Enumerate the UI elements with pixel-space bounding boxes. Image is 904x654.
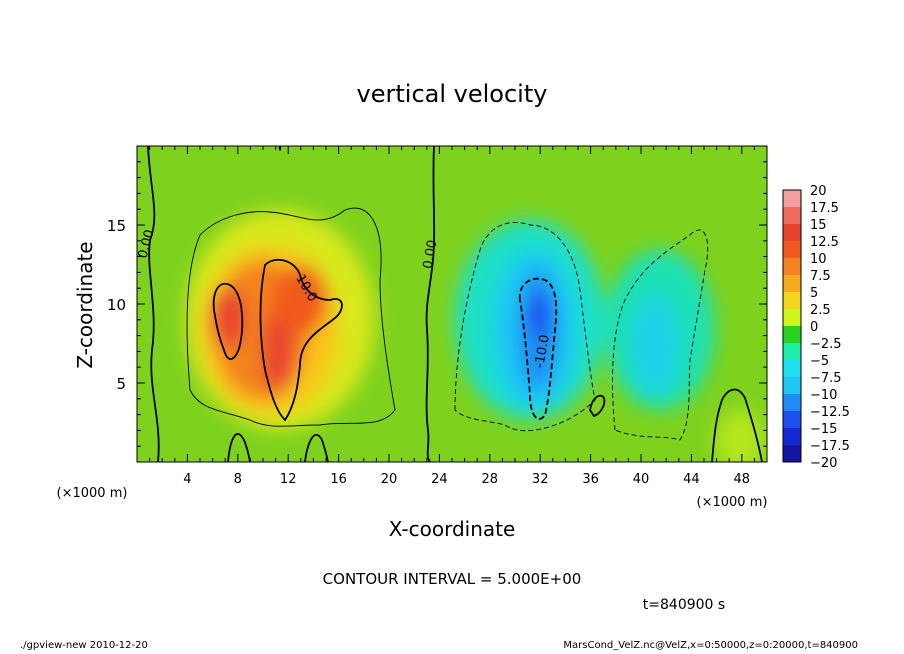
footer-left: ./gpview-new 2010-12-20 bbox=[20, 640, 148, 651]
x-tick-label: 16 bbox=[330, 472, 347, 487]
y-axis-label: Z-coordinate bbox=[73, 241, 97, 368]
x-tick-label: 28 bbox=[482, 472, 499, 487]
x-tick-label: 48 bbox=[734, 472, 751, 487]
y-tick-label: 10 bbox=[107, 296, 126, 314]
contour-10-updraft-left bbox=[212, 282, 244, 360]
time-label: t=840900 s bbox=[643, 597, 725, 613]
colorbar-swatch bbox=[783, 190, 801, 208]
colorbar-level-label: 17.5 bbox=[810, 201, 839, 216]
zero-contour-left bbox=[147, 146, 160, 462]
x-tick-label: 36 bbox=[582, 472, 599, 487]
footer-right: MarsCond_VelZ.nc@VelZ,x=0:50000,z=0:2000… bbox=[563, 640, 858, 651]
contour-negative-5-right bbox=[612, 229, 709, 441]
x-tick-label: 32 bbox=[532, 472, 549, 487]
colorbar-swatch bbox=[783, 360, 801, 378]
colorbar-level-label: 7.5 bbox=[810, 269, 831, 284]
x-unit-label-right: (×1000 m) bbox=[697, 495, 768, 510]
contour-lower-right bbox=[711, 388, 763, 462]
x-axis-label: X-coordinate bbox=[389, 517, 516, 541]
x-tick-label: 8 bbox=[234, 472, 242, 487]
x-tick-label: 24 bbox=[431, 472, 448, 487]
contour-interval: CONTOUR INTERVAL = 5.000E+00 bbox=[323, 570, 582, 588]
colorbar-level-label: 5 bbox=[810, 286, 818, 301]
y-tick-label: 15 bbox=[107, 217, 126, 235]
colorbar-level-label: −7.5 bbox=[810, 371, 842, 386]
colorbar-swatch bbox=[783, 309, 801, 327]
colorbar-level-label: −15 bbox=[810, 422, 837, 437]
contour-label-zero-middle: 0.00 bbox=[421, 239, 441, 270]
colorbar-level-label: −2.5 bbox=[810, 337, 842, 352]
colorbar: 20 17.5 15 12.5 10 7.5 5 2.5 0 −2.5 −5 −7.5 −10 −12.5… bbox=[782, 184, 850, 471]
colorbar-swatch bbox=[783, 275, 801, 293]
contour-label-minus-ten: -10.0 bbox=[532, 334, 553, 370]
contour-small-right bbox=[589, 394, 606, 418]
colorbar-level-label: −12.5 bbox=[810, 405, 850, 420]
y-axis-ticks: 5 10 15 bbox=[107, 161, 767, 447]
contour-top-tick bbox=[278, 146, 282, 151]
x-tick-label: 4 bbox=[183, 472, 191, 487]
plot-area bbox=[137, 146, 767, 462]
contour-label-zero-left: 0.00 bbox=[136, 228, 158, 260]
colorbar-swatch bbox=[783, 445, 801, 463]
y-tick-label: 5 bbox=[116, 375, 126, 393]
contour-negative-5 bbox=[454, 222, 596, 432]
updraft-max-upper bbox=[272, 265, 328, 335]
colorbar-level-label: −17.5 bbox=[810, 439, 850, 454]
x-tick-label: 12 bbox=[280, 472, 297, 487]
downdraft-max bbox=[528, 293, 552, 337]
colorbar-swatch bbox=[783, 394, 801, 412]
colorbar-swatch bbox=[783, 258, 801, 276]
x-tick-label: 40 bbox=[633, 472, 650, 487]
colorbar-level-label: 2.5 bbox=[810, 303, 831, 318]
colorbar-frame bbox=[782, 189, 802, 463]
downdraft-right-core bbox=[630, 295, 680, 395]
contour-lines bbox=[147, 146, 763, 462]
colorbar-swatch bbox=[783, 326, 801, 344]
x-axis-ticks: 4 8 12 16 20 24 28 32 36 40 44 48 bbox=[149, 146, 755, 487]
x-tick-label: 44 bbox=[683, 472, 700, 487]
colorbar-swatch bbox=[783, 292, 801, 310]
zero-contour-middle bbox=[425, 146, 436, 462]
chart-title: vertical velocity bbox=[357, 80, 548, 108]
colorbar-swatch bbox=[783, 411, 801, 429]
colorbar-level-label: 0 bbox=[810, 320, 818, 335]
contour-lower-left-spike-1 bbox=[227, 433, 251, 462]
colorbar-level-label: −20 bbox=[810, 456, 837, 471]
contour-negative-10 bbox=[518, 277, 558, 420]
colorbar-swatch bbox=[783, 207, 801, 225]
colorbar-level-label: −5 bbox=[810, 354, 829, 369]
x-tick-label: 20 bbox=[381, 472, 398, 487]
colorbar-swatch bbox=[783, 428, 801, 446]
contour-10-updraft-center bbox=[259, 258, 343, 422]
colorbar-level-label: 15 bbox=[810, 218, 827, 233]
contour-lower-left-spike-2 bbox=[304, 433, 329, 462]
colorbar-swatch bbox=[783, 224, 801, 242]
colorbar-swatch bbox=[783, 377, 801, 395]
colorbar-swatch bbox=[783, 343, 801, 361]
x-unit-label-left: (×1000 m) bbox=[57, 486, 128, 501]
colorbar-level-label: −10 bbox=[810, 388, 837, 403]
contour-5-updraft bbox=[186, 207, 396, 427]
colorbar-level-label: 10 bbox=[810, 252, 827, 267]
colorbar-level-label: 20 bbox=[810, 184, 827, 199]
colorbar-swatch bbox=[783, 241, 801, 259]
colorbar-level-label: 12.5 bbox=[810, 235, 839, 250]
